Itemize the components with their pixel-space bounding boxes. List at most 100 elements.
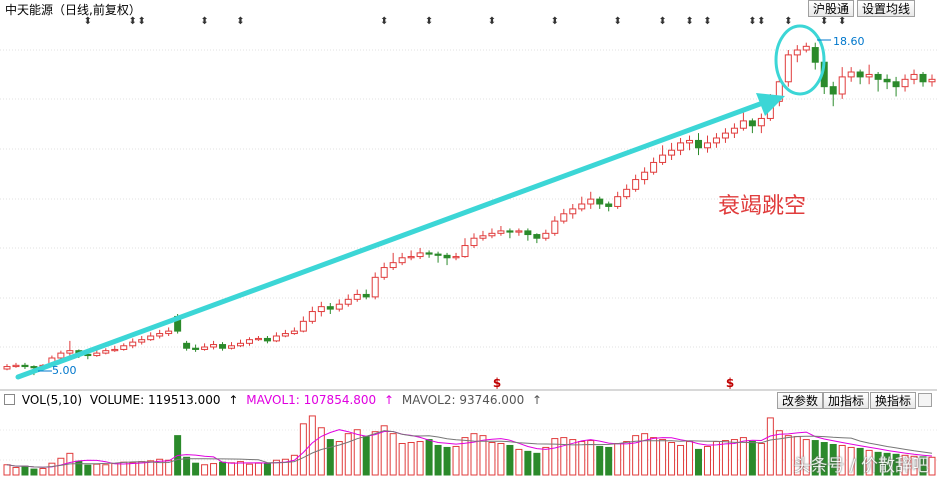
volume-bar	[919, 456, 927, 476]
volume-bar	[901, 454, 909, 476]
candle-body	[677, 142, 685, 151]
candle-body	[290, 330, 298, 335]
event-marker-icon: ⬍	[236, 16, 244, 27]
candle	[578, 196, 586, 212]
volume-bar	[299, 423, 307, 476]
volume-bar	[739, 437, 747, 476]
candle	[183, 340, 191, 351]
candle-body	[659, 154, 667, 163]
price-marker: $	[493, 376, 501, 390]
candle-body	[712, 137, 720, 144]
collapse-icon[interactable]	[918, 393, 932, 407]
candle	[344, 294, 352, 307]
volume-bar	[641, 433, 649, 476]
volume-bar	[686, 441, 694, 476]
volume-bar	[650, 437, 658, 476]
volume-bar	[820, 442, 828, 476]
ma-settings-button[interactable]: 设置均线	[857, 0, 916, 17]
candle	[910, 69, 918, 85]
event-marker-icon: ⬍	[658, 16, 666, 27]
high-price-label: 18.60	[817, 35, 865, 48]
svg-text:18.60: 18.60	[833, 35, 865, 48]
volume-bar	[344, 433, 352, 476]
add-indicator-button[interactable]: 加指标	[823, 392, 870, 409]
mavol1-value: MAVOL1: 107854.800	[246, 393, 377, 407]
switch-indicator-button[interactable]: 换指标	[870, 392, 917, 409]
candle-body	[57, 352, 65, 359]
candle-body	[389, 262, 397, 269]
mavol2-up-icon: ↑	[532, 393, 543, 407]
candle	[66, 340, 74, 356]
candle	[865, 64, 873, 85]
volume-bar	[219, 461, 227, 476]
candle-body	[111, 348, 119, 352]
candle	[892, 76, 900, 97]
price-marker: $	[726, 376, 734, 390]
event-marker-icon: ⬍	[784, 16, 792, 27]
edit-params-button[interactable]: 改参数	[777, 392, 824, 409]
volume-bar	[730, 439, 738, 476]
candle	[353, 289, 361, 302]
candle-body	[93, 352, 101, 357]
candle-body	[614, 196, 622, 207]
candle-body	[847, 71, 855, 78]
candle-body	[802, 45, 810, 51]
candle-body	[219, 344, 227, 349]
candle	[21, 362, 29, 369]
expand-icon[interactable]	[4, 394, 15, 405]
volume-bar	[93, 463, 101, 476]
candle	[299, 316, 307, 333]
volume-bar	[335, 441, 343, 476]
candle	[677, 138, 685, 156]
volume-bar	[389, 433, 397, 476]
event-marker-icon: ⬍	[129, 16, 137, 27]
candle-body	[856, 71, 864, 78]
candle	[147, 332, 155, 341]
volume-bar	[434, 444, 442, 476]
volume-bar	[3, 464, 11, 476]
candle	[281, 329, 289, 338]
candle	[111, 345, 119, 352]
candle	[192, 344, 200, 352]
volume-bar	[802, 439, 810, 476]
candle-body	[910, 73, 918, 80]
candle-body	[236, 342, 244, 347]
volume-bar	[560, 437, 568, 476]
candle-body	[919, 73, 927, 83]
volume-bar	[263, 463, 271, 476]
candle	[928, 74, 936, 87]
volume-bar	[506, 444, 514, 476]
candle	[757, 113, 765, 134]
volume-bar	[129, 462, 137, 476]
volume-bar	[290, 454, 298, 476]
candle-body	[66, 350, 74, 354]
volume-bar	[847, 446, 855, 476]
candle-body	[245, 339, 253, 344]
volume-bar	[766, 417, 774, 476]
candle	[156, 329, 164, 339]
event-markers: ⬍ ⬍ ⬍ ⬍ ⬍ ⬍ ⬍ ⬍ ⬍ ⬍ ⬍ ⬍ ⬍ ⬍ ⬍ ⬍ ⬍ ⬍	[84, 16, 847, 27]
candle	[793, 45, 801, 63]
candle-body	[686, 139, 694, 144]
volume-bar	[632, 435, 640, 476]
event-marker-icon: ⬍	[380, 16, 388, 27]
candle	[668, 142, 676, 160]
candle-body	[407, 256, 415, 259]
event-marker-icon: ⬍	[757, 16, 765, 27]
candle-body	[434, 253, 442, 256]
volume-bar	[811, 440, 819, 476]
candle	[461, 238, 469, 258]
volume-bar	[668, 442, 676, 476]
volume-bar	[254, 462, 262, 476]
volume-bar	[452, 445, 460, 476]
volume-bar	[380, 425, 388, 476]
volume-bar	[407, 442, 415, 476]
candle	[829, 81, 837, 107]
hk-connect-button[interactable]: 沪股通	[808, 0, 855, 17]
candle-body	[192, 347, 200, 350]
candle	[102, 348, 110, 355]
candle-body	[425, 252, 433, 255]
event-marker-icon: ⬍	[685, 16, 693, 27]
candle-body	[865, 73, 873, 78]
low-price-label: 5.00	[38, 364, 77, 377]
